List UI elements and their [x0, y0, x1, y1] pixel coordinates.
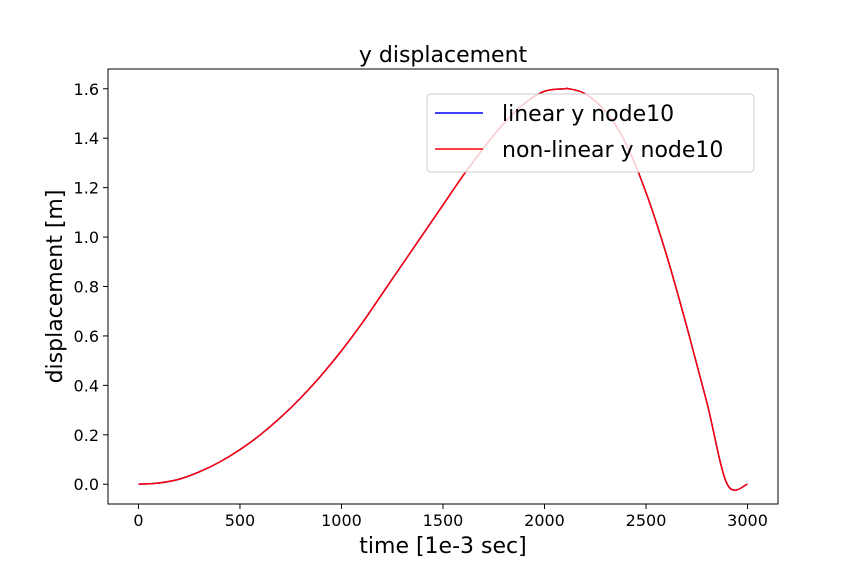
x-axis: 0 500 1000 1500 2000 2500 3000 — [133, 504, 768, 530]
chart-title: y displacement — [359, 43, 528, 68]
x-tick-label: 2500 — [626, 511, 667, 530]
y-tick-label: 0.8 — [74, 278, 99, 297]
legend-box — [426, 93, 755, 173]
series-layer — [138, 87, 748, 491]
y-tick-label: 1.0 — [74, 228, 99, 247]
y-axis-label: displacement [m] — [43, 190, 68, 384]
legend-entry-label: non-linear y node10 — [502, 138, 723, 163]
y-tick-label: 0.6 — [74, 327, 99, 346]
legend-entry-label: linear y node10 — [502, 102, 674, 127]
x-tick-label: 1000 — [321, 511, 362, 530]
x-tick-label: 2000 — [524, 511, 565, 530]
y-tick-label: 0.4 — [74, 376, 99, 395]
series-line-2 — [138, 87, 748, 491]
x-tick-label: 500 — [225, 511, 256, 530]
x-axis-label: time [1e-3 sec] — [359, 534, 526, 559]
x-tick-label: 3000 — [727, 511, 768, 530]
x-tick-label: 1500 — [423, 511, 464, 530]
y-tick-label: 1.4 — [74, 129, 99, 148]
y-tick-label: 0.0 — [74, 475, 99, 494]
y-tick-label: 1.6 — [74, 80, 99, 99]
y-tick-label: 0.2 — [74, 426, 99, 445]
legend: linear y node10 non-linear y node10 — [426, 93, 755, 173]
x-tick-label: 0 — [133, 511, 143, 530]
y-tick-label: 1.2 — [74, 179, 99, 198]
y-axis: 0.0 0.2 0.4 0.6 0.8 1.0 1.2 1.4 1.6 — [74, 80, 108, 494]
